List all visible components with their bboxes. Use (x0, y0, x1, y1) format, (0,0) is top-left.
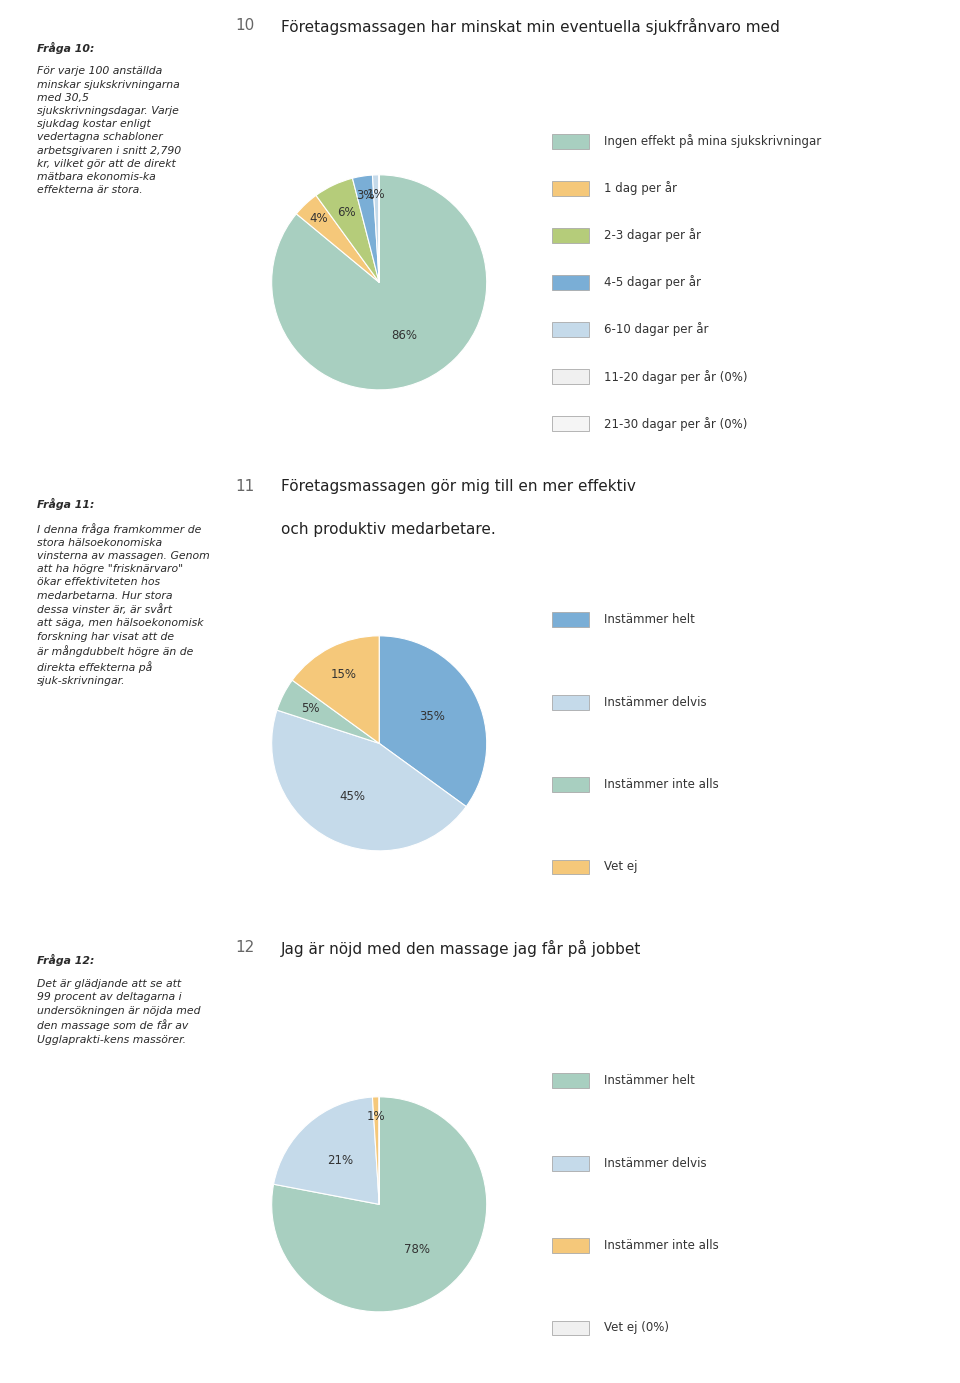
Text: 4%: 4% (309, 212, 328, 224)
Bar (552, 369, 589, 384)
Bar (552, 416, 589, 431)
Bar (552, 613, 589, 626)
Text: 2-3 dagar per år: 2-3 dagar per år (604, 228, 701, 242)
Text: Fråga 12:: Fråga 12: (37, 954, 95, 967)
Text: 12: 12 (235, 940, 254, 956)
Wedge shape (292, 636, 379, 744)
Text: Instämmer helt: Instämmer helt (604, 613, 695, 626)
Text: 11-20 dagar per år (0%): 11-20 dagar per år (0%) (604, 369, 748, 383)
Wedge shape (352, 176, 379, 282)
Text: 21-30 dagar per år (0%): 21-30 dagar per år (0%) (604, 416, 748, 430)
Text: 21%: 21% (327, 1153, 353, 1166)
Text: 6-10 dagar per år: 6-10 dagar per år (604, 322, 708, 336)
Text: 6%: 6% (337, 206, 355, 219)
Wedge shape (297, 195, 379, 282)
Text: 10: 10 (235, 18, 254, 33)
Text: Instämmer delvis: Instämmer delvis (604, 696, 707, 708)
Bar (552, 181, 589, 195)
Text: 35%: 35% (419, 709, 444, 723)
Bar (552, 134, 589, 148)
Text: Vet ej: Vet ej (604, 860, 637, 874)
Bar (552, 694, 589, 709)
Text: 86%: 86% (392, 329, 418, 343)
Bar (552, 860, 589, 874)
Bar (552, 1238, 589, 1253)
Text: Företagsmassagen har minskat min eventuella sjukfrånvaro med: Företagsmassagen har minskat min eventue… (280, 18, 780, 36)
Text: 3%: 3% (356, 189, 374, 202)
Wedge shape (316, 178, 379, 282)
Text: 11: 11 (235, 480, 254, 494)
Text: Instämmer helt: Instämmer helt (604, 1075, 695, 1087)
Text: Vet ej (0%): Vet ej (0%) (604, 1322, 669, 1335)
Bar (552, 1156, 589, 1170)
Text: Det är glädjande att se att
99 procent av deltagarna i
undersökningen är nöjda m: Det är glädjande att se att 99 procent a… (37, 979, 201, 1044)
Wedge shape (372, 1097, 379, 1205)
Text: 1 dag per år: 1 dag per år (604, 181, 677, 195)
Wedge shape (379, 636, 487, 806)
Bar (552, 228, 589, 242)
Text: Ingen effekt på mina sjukskrivningar: Ingen effekt på mina sjukskrivningar (604, 134, 821, 148)
Wedge shape (276, 680, 379, 744)
Text: 15%: 15% (331, 668, 357, 680)
Text: 5%: 5% (301, 701, 320, 715)
Text: Fråga 11:: Fråga 11: (37, 498, 95, 510)
Text: Instämmer delvis: Instämmer delvis (604, 1156, 707, 1170)
Text: 45%: 45% (339, 790, 366, 802)
Bar (552, 777, 589, 792)
Text: För varje 100 anställda
minskar sjukskrivningarna
med 30,5
sjukskrivningsdagar. : För varje 100 anställda minskar sjukskri… (37, 66, 181, 195)
Bar (552, 322, 589, 337)
Text: 4-5 dagar per år: 4-5 dagar per år (604, 275, 701, 289)
Text: 1%: 1% (367, 188, 386, 201)
Text: Jag är nöjd med den massage jag får på jobbet: Jag är nöjd med den massage jag får på j… (280, 940, 641, 957)
Text: 1%: 1% (367, 1109, 386, 1123)
Text: och produktiv medarbetare.: och produktiv medarbetare. (280, 521, 495, 537)
Text: Instämmer inte alls: Instämmer inte alls (604, 1239, 719, 1252)
Wedge shape (272, 1097, 487, 1312)
Text: Fråga 10:: Fråga 10: (37, 41, 95, 54)
Wedge shape (272, 709, 467, 851)
Wedge shape (372, 174, 379, 282)
Text: I denna fråga framkommer de
stora hälsoekonomiska
vinsterna av massagen. Genom
a: I denna fråga framkommer de stora hälsoe… (37, 523, 210, 686)
Wedge shape (272, 174, 487, 390)
Wedge shape (274, 1097, 379, 1205)
Bar (552, 1321, 589, 1336)
Bar (552, 275, 589, 290)
Text: Företagsmassagen gör mig till en mer effektiv: Företagsmassagen gör mig till en mer eff… (280, 480, 636, 494)
Text: 78%: 78% (404, 1243, 430, 1256)
Bar (552, 1073, 589, 1088)
Text: Instämmer inte alls: Instämmer inte alls (604, 779, 719, 791)
